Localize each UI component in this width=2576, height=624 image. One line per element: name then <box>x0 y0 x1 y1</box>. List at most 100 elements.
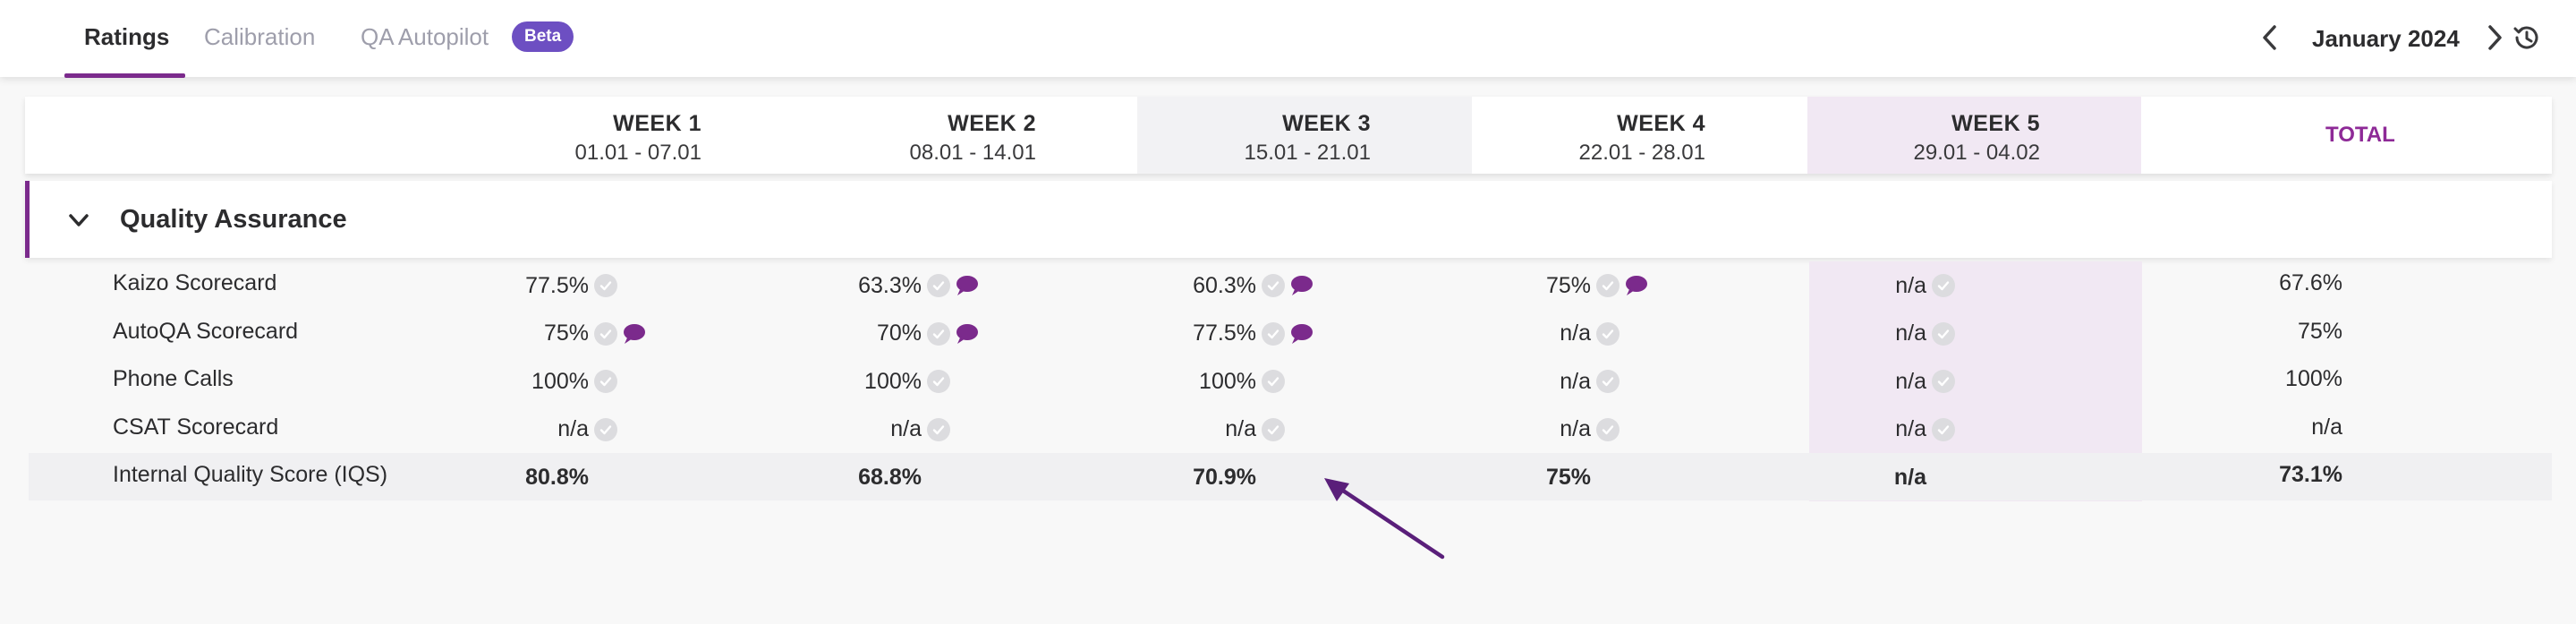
check-circle-icon <box>1596 370 1620 394</box>
week3-score[interactable]: 70.9% <box>1081 462 1314 492</box>
score-value: n/a <box>1895 272 1926 298</box>
week1-header: WEEK 1 01.01 - 07.01 <box>574 111 701 165</box>
row-label: Kaizo Scorecard <box>113 270 277 295</box>
score-value: n/a <box>1225 416 1256 442</box>
row-label: AutoQA Scorecard <box>113 318 299 344</box>
tab-ratings[interactable]: Ratings <box>84 23 170 50</box>
week4-score[interactable]: n/a <box>1416 415 1648 445</box>
total-score: 73.1% <box>2279 462 2342 488</box>
month-label: January 2024 <box>2312 25 2460 52</box>
iqs-row: Internal Quality Score (IQS) 80.8% 68.8% 70… <box>29 453 2552 501</box>
week3-highlight <box>1137 97 1472 174</box>
week5-score[interactable]: n/a <box>1751 462 1984 492</box>
check-circle-icon <box>1596 274 1620 297</box>
total-score: 100% <box>2285 366 2342 392</box>
check-circle-icon <box>594 370 617 394</box>
week2-score[interactable]: 70% <box>746 319 979 349</box>
score-value: 75% <box>1545 464 1591 490</box>
tab-qa-autopilot[interactable]: QA Autopilot <box>361 23 489 50</box>
score-value: n/a <box>1560 368 1591 394</box>
week4-header: WEEK 4 22.01 - 28.01 <box>1578 111 1705 165</box>
week5-score[interactable]: n/a <box>1751 270 1984 301</box>
score-value: n/a <box>1895 368 1926 394</box>
check-circle-icon <box>927 321 950 346</box>
week1-score[interactable]: 80.8% <box>413 462 646 492</box>
score-value: 68.8% <box>858 464 922 490</box>
check-circle-icon <box>1596 321 1620 346</box>
comment-bubble-icon[interactable] <box>621 322 646 346</box>
chevron-left-icon[interactable] <box>2257 21 2283 54</box>
week2-score[interactable]: 63.3% <box>746 270 979 301</box>
check-circle-icon <box>594 274 617 297</box>
total-score: 67.6% <box>2279 270 2342 295</box>
section-quality-assurance[interactable]: Quality Assurance <box>25 181 2552 258</box>
score-value: 75% <box>1545 272 1591 298</box>
score-value: 100% <box>864 368 922 394</box>
top-nav-bar: Ratings Calibration QA Autopilot Beta Ja… <box>0 0 2576 78</box>
check-circle-icon <box>1932 370 1955 394</box>
check-circle-icon <box>594 417 617 441</box>
week2-score[interactable]: n/a <box>746 415 979 445</box>
score-value: 80.8% <box>525 464 589 490</box>
tab-calibration[interactable]: Calibration <box>204 23 316 50</box>
week4-score[interactable]: n/a <box>1416 366 1648 397</box>
week1-score[interactable]: 77.5% <box>413 270 646 301</box>
week1-score[interactable]: n/a <box>413 415 646 445</box>
chevron-down-icon[interactable] <box>65 208 92 233</box>
score-value: 77.5% <box>1193 321 1256 346</box>
score-value: 100% <box>1199 368 1256 394</box>
weeks-header: WEEK 1 01.01 - 07.01 WEEK 2 08.01 - 14.01 … <box>25 97 2552 174</box>
week3-score[interactable]: 60.3% <box>1081 270 1314 301</box>
table-row: Kaizo Scorecard 77.5% 63.3% 60.3% 75% n/a 67.6… <box>29 261 2552 309</box>
score-value: 100% <box>531 368 589 394</box>
week5-score[interactable]: n/a <box>1751 319 1984 349</box>
check-circle-icon <box>594 321 617 346</box>
total-score: n/a <box>2311 414 2342 440</box>
week2-score[interactable]: 68.8% <box>746 462 979 492</box>
week5-header: WEEK 5 29.01 - 04.02 <box>1913 111 2040 165</box>
week5-score[interactable]: n/a <box>1751 415 1984 445</box>
row-label: CSAT Scorecard <box>113 414 279 440</box>
check-circle-icon <box>1596 417 1620 441</box>
week3-score[interactable]: 100% <box>1081 366 1314 397</box>
check-circle-icon <box>1932 321 1955 346</box>
comment-bubble-icon[interactable] <box>954 322 979 346</box>
annotation-arrow <box>1324 478 1445 560</box>
week4-score[interactable]: n/a <box>1416 319 1648 349</box>
week1-score[interactable]: 100% <box>413 366 646 397</box>
table-row: AutoQA Scorecard 75% 70% 77.5% n/a n/a 75% <box>29 310 2552 357</box>
week4-score[interactable]: 75% <box>1416 270 1648 301</box>
week3-score[interactable]: n/a <box>1081 415 1314 445</box>
section-title: Quality Assurance <box>120 205 347 234</box>
check-circle-icon <box>1932 417 1955 441</box>
comment-bubble-icon[interactable] <box>1288 274 1314 297</box>
comment-bubble-icon[interactable] <box>1288 322 1314 346</box>
week3-score[interactable]: 77.5% <box>1081 319 1314 349</box>
score-value: n/a <box>1560 416 1591 442</box>
score-value: 70% <box>876 321 922 346</box>
score-value: n/a <box>1893 464 1926 490</box>
week2-header: WEEK 2 08.01 - 14.01 <box>909 111 1036 165</box>
row-label: Phone Calls <box>113 366 234 392</box>
chevron-right-icon[interactable] <box>2481 21 2508 54</box>
score-value: n/a <box>890 416 922 442</box>
score-value: 75% <box>543 321 589 346</box>
score-value: 77.5% <box>525 272 589 298</box>
week5-score[interactable]: n/a <box>1751 366 1984 397</box>
comment-bubble-icon[interactable] <box>954 274 979 297</box>
check-circle-icon <box>1932 274 1955 297</box>
check-circle-icon <box>1262 274 1285 297</box>
total-score: 75% <box>2297 318 2342 344</box>
comment-bubble-icon[interactable] <box>1623 274 1648 297</box>
week1-score[interactable]: 75% <box>413 319 646 349</box>
week4-score[interactable]: 75% <box>1416 462 1648 492</box>
total-header: TOTAL <box>2325 123 2395 147</box>
check-circle-icon <box>927 274 950 297</box>
check-circle-icon <box>1262 370 1285 394</box>
score-value: n/a <box>1895 416 1926 442</box>
history-icon[interactable] <box>2511 21 2543 54</box>
check-circle-icon <box>1262 321 1285 346</box>
week2-score[interactable]: 100% <box>746 366 979 397</box>
score-value: 63.3% <box>858 272 922 298</box>
week3-header: WEEK 3 15.01 - 21.01 <box>1244 111 1371 165</box>
